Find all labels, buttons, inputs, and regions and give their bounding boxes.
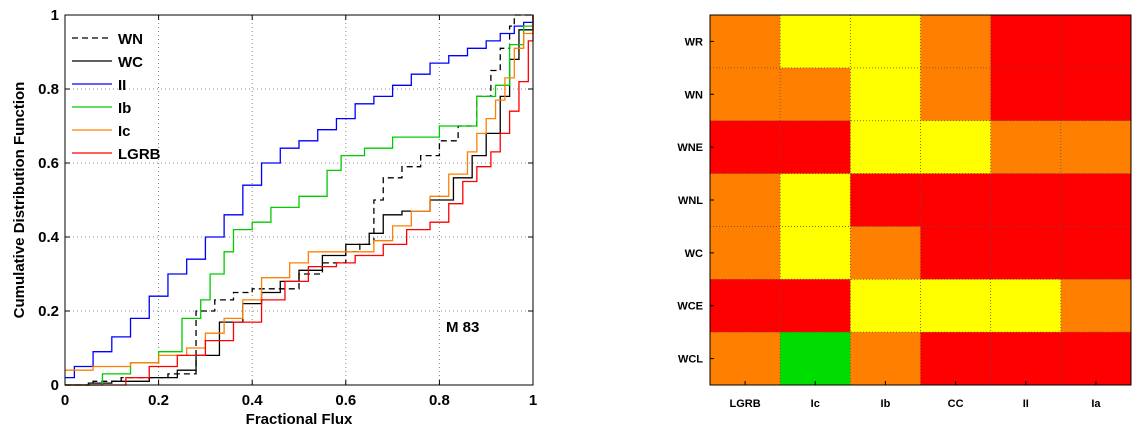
heatmap-row-label: WCE <box>677 301 703 313</box>
cdf-y-axis-label: Cumulative Distribution Function <box>11 82 28 319</box>
heatmap-cell <box>710 226 781 280</box>
cdf-series-wc <box>65 15 534 386</box>
legend-label-ii: II <box>118 77 126 94</box>
cdf-y-tick-label: 0 <box>51 377 59 394</box>
cdf-x-tick-label: 0.8 <box>429 392 450 409</box>
heatmap-cell <box>990 67 1062 122</box>
heatmap-column-label: Ib <box>881 398 891 410</box>
heatmap-cells <box>710 15 1132 386</box>
heatmap-cell <box>920 173 992 227</box>
cdf-x-tick-label: 0.4 <box>242 392 264 409</box>
heatmap-cell <box>920 226 992 280</box>
cdf-x-axis-label: Fractional Flux <box>246 411 353 428</box>
cdf-series-ib <box>65 15 534 386</box>
heatmap-column-label: CC <box>948 398 964 410</box>
heatmap-row-label: WCL <box>678 354 703 366</box>
heatmap-row-label: WN <box>685 89 703 101</box>
heatmap-row-label: WNE <box>677 142 703 154</box>
cdf-series-ii <box>65 15 534 379</box>
cdf-y-ticks: 0 0.2 0.4 0.6 0.8 1 <box>38 7 533 394</box>
heatmap-cell <box>990 226 1062 280</box>
heatmap-cell <box>710 120 781 175</box>
heatmap-chart: WR WN WNE WNL WC WCE WCL LGRB Ic Ib CC II Ia <box>677 14 1132 410</box>
heatmap-cell <box>780 120 851 175</box>
heatmap-cell <box>1060 279 1132 333</box>
heatmap-row-labels: WR WN WNE WNL WC WCE WCL <box>677 36 714 366</box>
heatmap-cell <box>1060 15 1132 69</box>
heatmap-cell <box>850 279 921 333</box>
heatmap-cell <box>1060 226 1132 280</box>
cdf-x-tick-label: 0.2 <box>148 392 169 409</box>
cdf-chart: 0 0.2 0.4 0.6 0.8 1 0 0.2 0.4 0.6 0.8 1 Fractional… <box>11 7 537 428</box>
heatmap-column-label: LGRB <box>729 398 760 410</box>
legend-label-ib: Ib <box>118 100 131 117</box>
heatmap-column-label: Ia <box>1091 398 1101 410</box>
heatmap-column-label: Ic <box>811 398 820 410</box>
heatmap-cell <box>710 332 781 386</box>
cdf-legend: WN WC II Ib Ic LGRB <box>72 31 161 163</box>
heatmap-cell <box>710 15 781 69</box>
heatmap-cell <box>990 173 1062 227</box>
heatmap-cell <box>850 120 921 175</box>
heatmap-cell <box>1060 120 1132 175</box>
cdf-x-tick-label: 0 <box>61 392 69 409</box>
heatmap-cell <box>990 120 1062 175</box>
cdf-x-ticks: 0 0.2 0.4 0.6 0.8 1 <box>61 15 537 409</box>
heatmap-cell <box>780 279 851 333</box>
heatmap-cell <box>710 173 781 227</box>
heatmap-cell <box>990 279 1062 333</box>
heatmap-row-label: WNL <box>678 195 703 207</box>
heatmap-column-labels: LGRB Ic Ib CC II Ia <box>729 381 1101 410</box>
heatmap-cell <box>920 67 992 122</box>
legend-label-lgrb: LGRB <box>118 146 161 163</box>
heatmap-cell <box>780 67 851 122</box>
heatmap-cell <box>780 173 851 227</box>
heatmap-column-label: II <box>1023 398 1029 410</box>
cdf-series-group <box>65 14 534 386</box>
heatmap-cell <box>850 226 921 280</box>
heatmap-row-label: WR <box>685 36 703 48</box>
cdf-y-tick-label: 0.2 <box>38 303 59 320</box>
heatmap-row-label: WC <box>685 248 703 260</box>
heatmap-cell <box>850 332 921 386</box>
legend-label-wn: WN <box>118 31 143 48</box>
cdf-series-lgrb <box>65 15 534 386</box>
cdf-y-tick-label: 0.4 <box>38 229 60 246</box>
cdf-series-ic <box>65 15 534 371</box>
heatmap-cell <box>780 15 851 69</box>
legend-label-ic: Ic <box>118 123 131 140</box>
cdf-plot-frame <box>64 14 534 386</box>
cdf-x-tick-label: 0.6 <box>335 392 356 409</box>
cdf-y-tick-label: 1 <box>51 7 59 24</box>
heatmap-cell <box>780 332 851 386</box>
heatmap-cell <box>920 120 992 175</box>
heatmap-cell <box>990 332 1062 386</box>
heatmap-cell <box>920 332 992 386</box>
heatmap-cell <box>1060 67 1132 122</box>
heatmap-cell <box>850 67 921 122</box>
heatmap-cell <box>780 226 851 280</box>
heatmap-cell <box>1060 332 1132 386</box>
heatmap-cell <box>920 15 992 69</box>
heatmap-cell <box>990 15 1062 69</box>
heatmap-cell <box>920 279 992 333</box>
cdf-y-tick-label: 0.6 <box>38 155 59 172</box>
heatmap-cell <box>850 15 921 69</box>
cdf-x-tick-label: 1 <box>529 392 537 409</box>
cdf-y-tick-label: 0.8 <box>38 81 59 98</box>
cdf-annotation: M 83 <box>446 319 479 336</box>
heatmap-cell <box>710 67 781 122</box>
heatmap-cell <box>1060 173 1132 227</box>
heatmap-cell <box>850 173 921 227</box>
legend-label-wc: WC <box>118 54 143 71</box>
heatmap-cell <box>710 279 781 333</box>
